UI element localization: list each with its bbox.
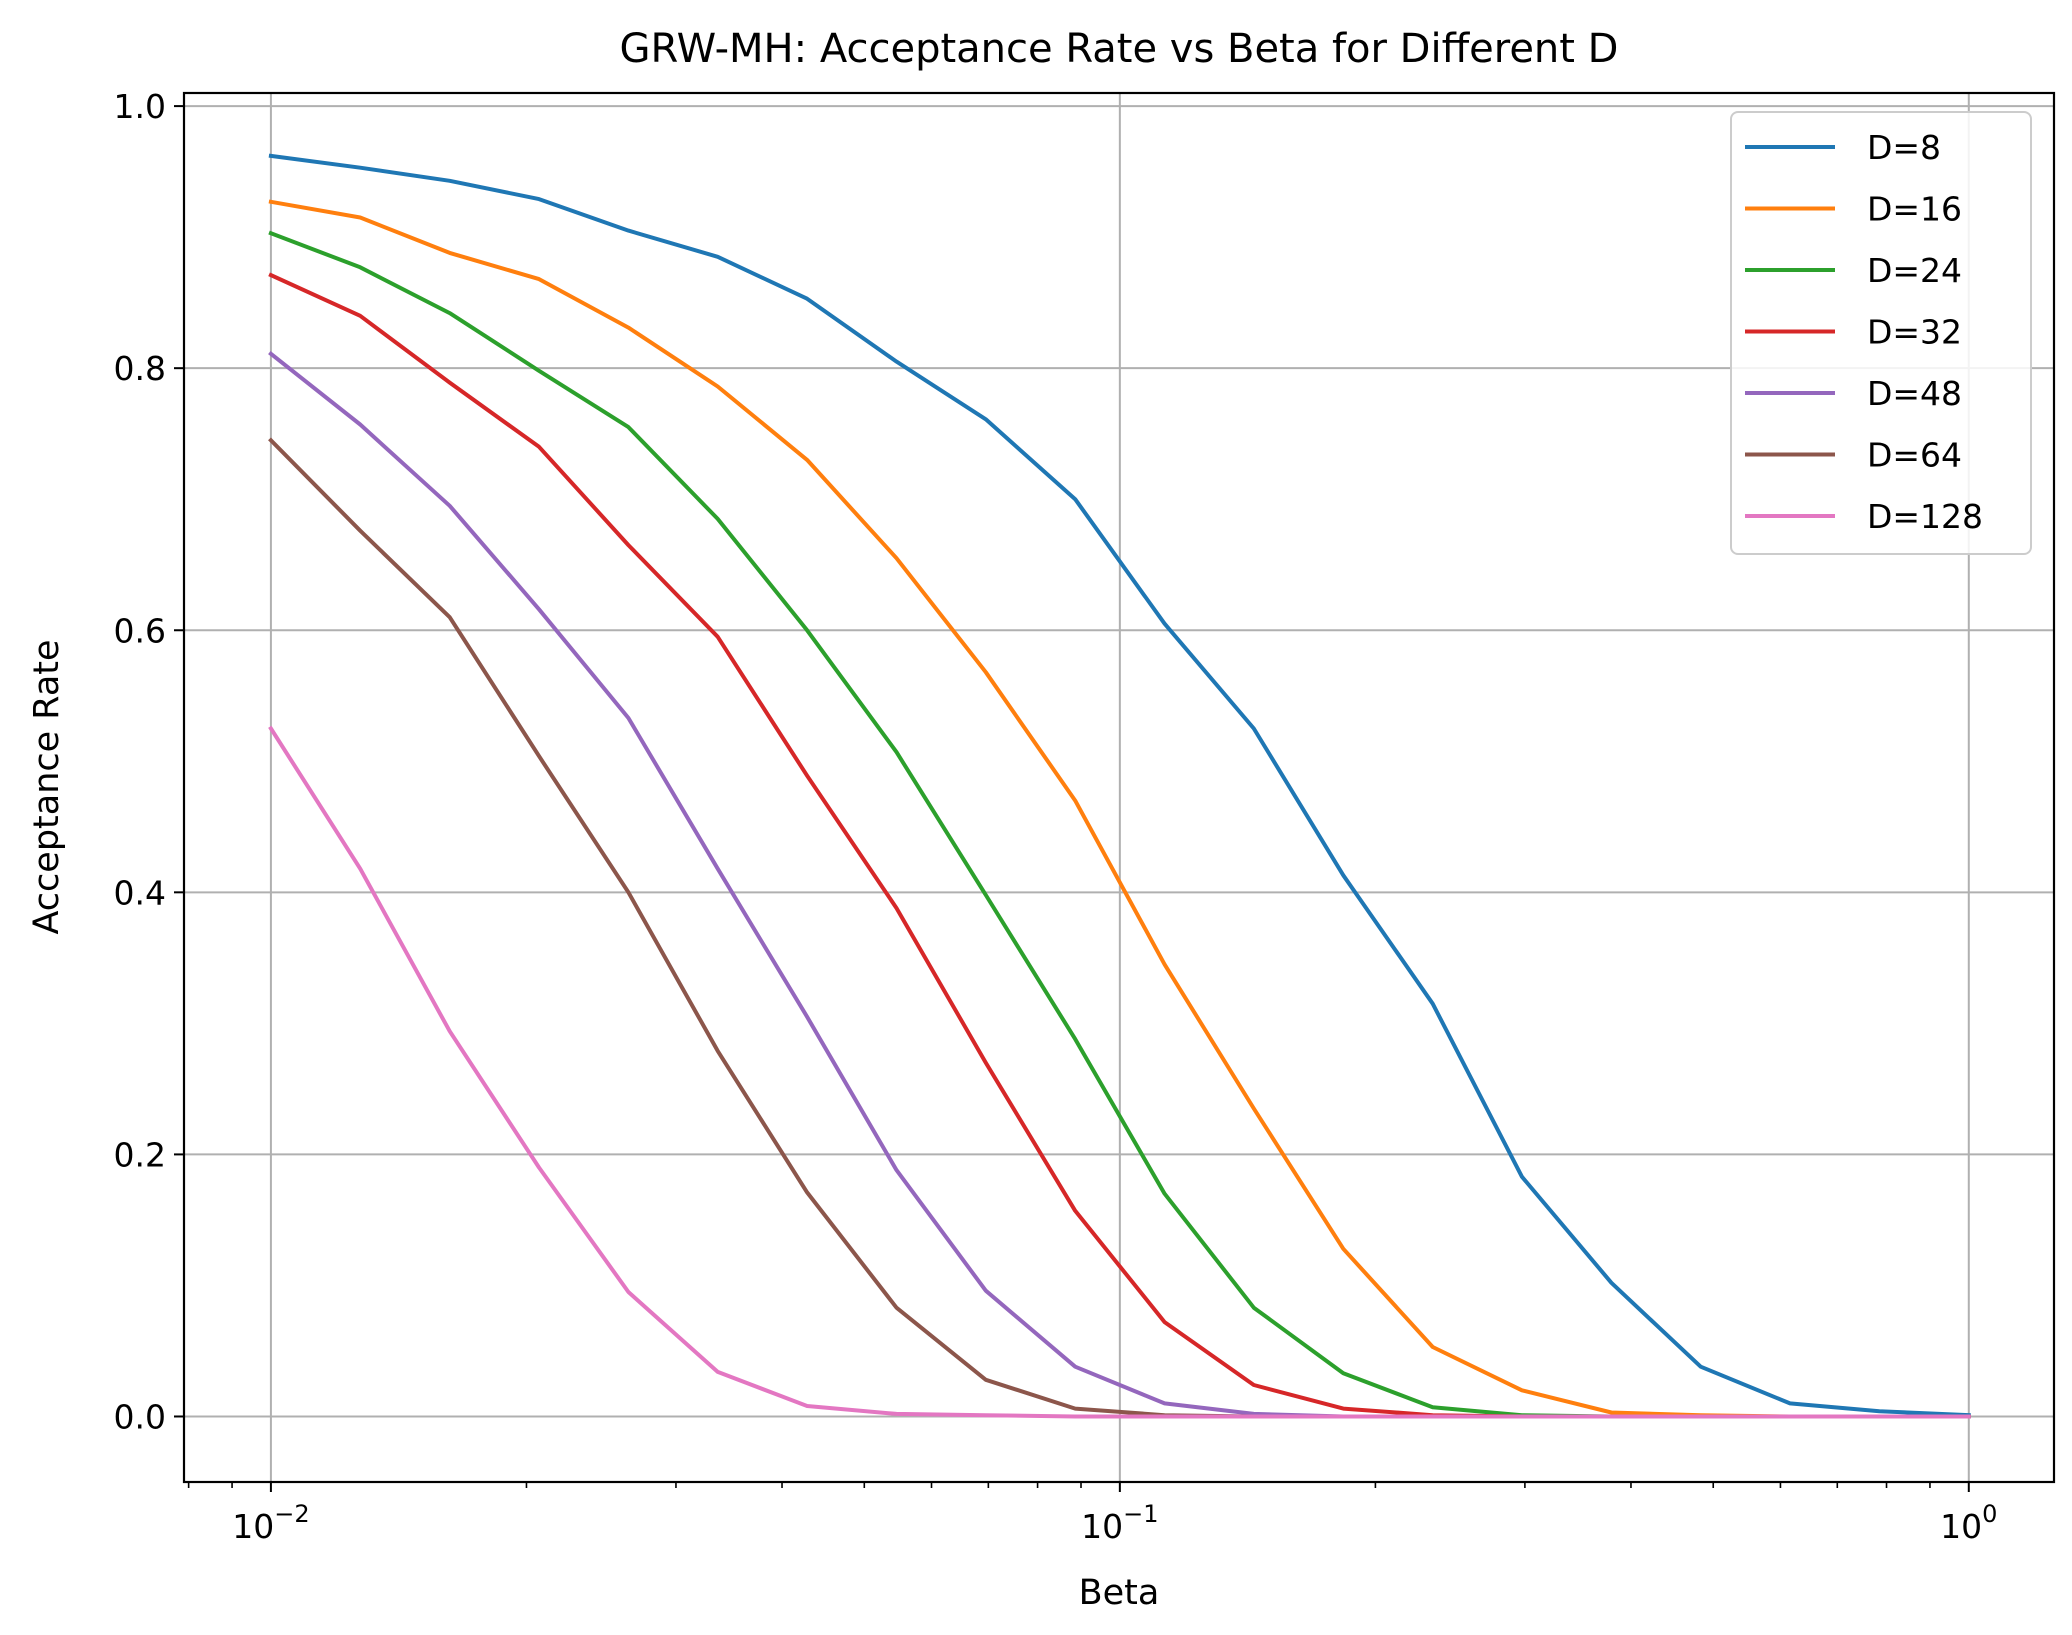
x-tick-label: 10−1 xyxy=(1081,1500,1158,1546)
legend-label: D=8 xyxy=(1867,128,1941,167)
x-tick-label: 10−2 xyxy=(232,1500,309,1546)
x-tick-label: 100 xyxy=(1940,1500,1997,1546)
y-tick-label: 0.8 xyxy=(114,349,166,388)
x-axis-label: Beta xyxy=(1079,1573,1160,1613)
series-lines xyxy=(268,153,1971,1419)
x-tick-base: 10 xyxy=(1940,1507,1982,1546)
legend-label: D=128 xyxy=(1867,497,1983,536)
x-tick-base: 10 xyxy=(1081,1507,1123,1546)
x-tick-base: 10 xyxy=(232,1507,274,1546)
y-tick-label: 0.4 xyxy=(114,873,166,912)
legend-label: D=32 xyxy=(1867,313,1962,352)
y-tick-label: 1.0 xyxy=(114,87,166,126)
y-tick-label: 0.0 xyxy=(114,1397,166,1436)
x-tick-exponent: −1 xyxy=(1123,1500,1158,1528)
x-tick-exponent: 0 xyxy=(1982,1500,1997,1528)
chart-title: GRW-MH: Acceptance Rate vs Beta for Diff… xyxy=(620,26,1619,72)
y-tick-label: 0.2 xyxy=(114,1135,166,1174)
series-line-d-128 xyxy=(268,725,1971,1419)
legend-box xyxy=(1730,111,2032,555)
y-axis-label: Acceptance Rate xyxy=(27,639,67,934)
legend: D=8 D=16 D=24 D=32 D=48 D=64 D=128 xyxy=(1730,111,2032,555)
legend-label: D=64 xyxy=(1867,436,1962,475)
series-line-d-8 xyxy=(268,153,1971,1418)
x-tick-exponent: −2 xyxy=(274,1500,309,1528)
y-axis-ticks: 0.0 0.2 0.4 0.6 0.8 1.0 xyxy=(114,87,184,1436)
legend-label: D=48 xyxy=(1867,374,1962,413)
legend-label: D=24 xyxy=(1867,251,1962,290)
legend-label: D=16 xyxy=(1867,190,1962,229)
y-tick-label: 0.6 xyxy=(114,611,166,650)
x-axis-ticks: 10−2 10−1 100 xyxy=(187,1482,1997,1546)
